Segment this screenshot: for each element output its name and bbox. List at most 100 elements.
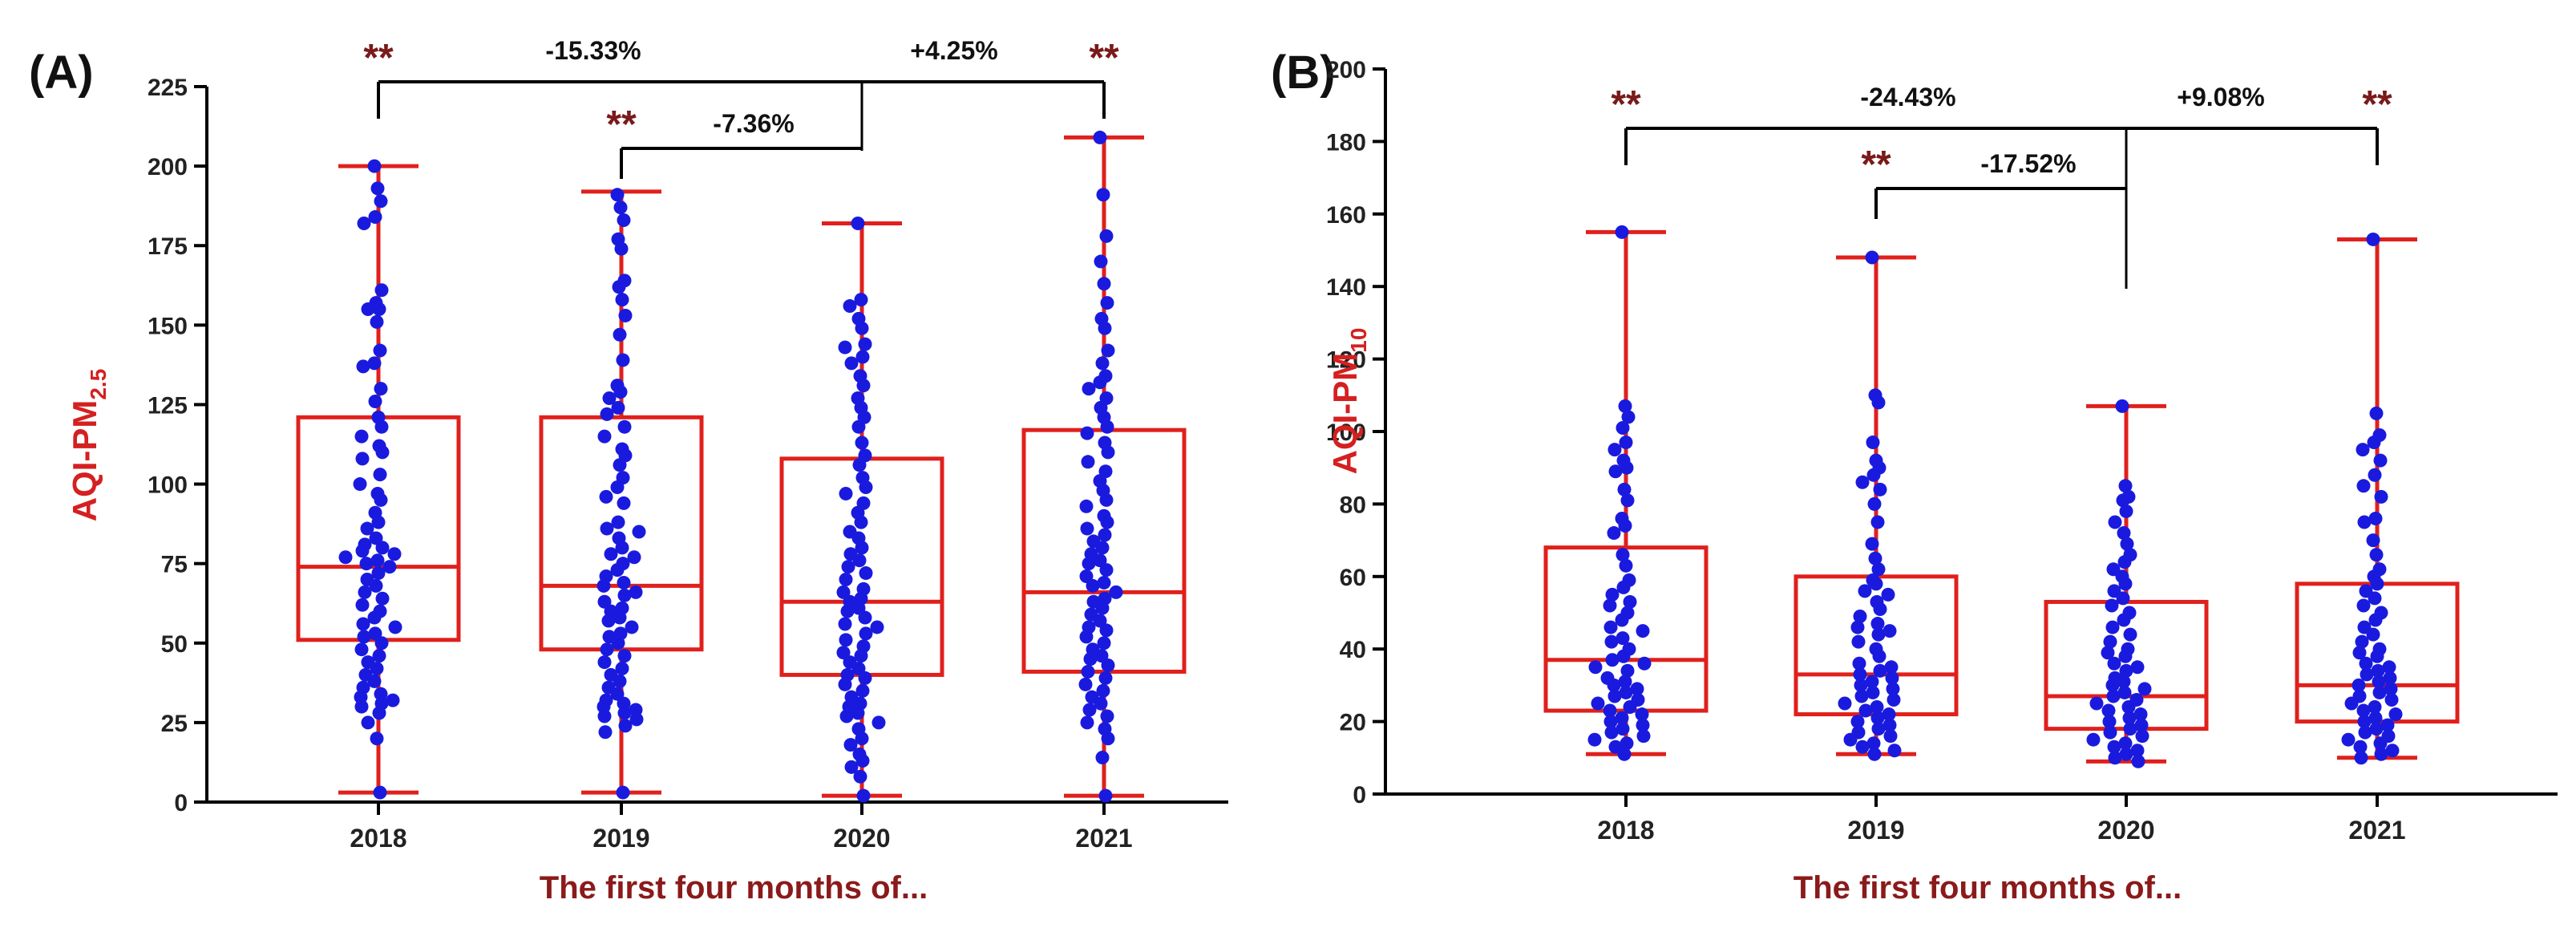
- data-point: [613, 327, 627, 342]
- data-point: [618, 308, 633, 322]
- data-point: [2118, 736, 2133, 751]
- percent-change-label: -7.36%: [713, 109, 794, 138]
- y-axis-label-sub: 10: [1346, 328, 1371, 353]
- data-point: [2134, 718, 2149, 732]
- data-point: [1605, 587, 1620, 602]
- data-point: [1881, 587, 1895, 602]
- data-point: [2105, 598, 2119, 613]
- data-point: [372, 706, 386, 720]
- data-point: [361, 715, 375, 730]
- data-point: [1871, 627, 1886, 642]
- data-point: [2117, 555, 2132, 569]
- significance-stars: **: [2362, 83, 2392, 126]
- data-point: [602, 391, 617, 406]
- data-point: [836, 646, 851, 660]
- data-point: [2366, 533, 2380, 548]
- data-point: [859, 480, 873, 495]
- data-point: [1607, 678, 1621, 692]
- data-point: [1637, 656, 1652, 671]
- data-point: [375, 591, 390, 606]
- data-point: [2107, 740, 2121, 754]
- data-point: [1082, 703, 1097, 717]
- data-point: [1616, 631, 1630, 646]
- box-iqr: [539, 415, 704, 652]
- data-point: [1080, 426, 1094, 440]
- x-tick-label: 2020: [833, 824, 890, 853]
- data-point: [840, 604, 855, 618]
- data-point: [2116, 591, 2130, 606]
- data-point: [2123, 722, 2137, 736]
- data-point: [859, 626, 873, 641]
- data-point: [1854, 689, 1869, 703]
- data-point: [838, 617, 852, 631]
- data-point: [596, 578, 611, 593]
- data-point: [612, 280, 626, 294]
- y-tick-label: 20: [1340, 710, 1366, 736]
- data-point: [1101, 731, 1115, 746]
- data-point: [600, 642, 614, 657]
- data-point: [2384, 682, 2398, 696]
- data-point: [839, 486, 853, 500]
- data-point: [2358, 725, 2372, 740]
- data-point: [1854, 678, 1868, 692]
- data-point: [1607, 443, 1622, 457]
- points-2021: [2341, 232, 2403, 765]
- data-point: [1866, 436, 1880, 450]
- data-point: [2101, 703, 2116, 718]
- data-point: [2119, 504, 2133, 518]
- data-point: [1882, 624, 1897, 638]
- data-point: [1873, 663, 1887, 678]
- data-point: [843, 738, 858, 752]
- data-point: [859, 566, 873, 581]
- data-point: [629, 712, 644, 727]
- data-point: [2373, 736, 2388, 751]
- y-tick-label: 200: [1326, 57, 1366, 83]
- data-point: [836, 585, 851, 599]
- data-point: [1850, 715, 1865, 729]
- data-point: [374, 283, 389, 298]
- data-point: [1098, 671, 1113, 685]
- data-point: [1619, 685, 1633, 699]
- data-point: [617, 496, 631, 510]
- data-point: [371, 566, 386, 581]
- data-point: [2356, 598, 2371, 613]
- data-point: [2370, 577, 2384, 591]
- data-point: [1636, 729, 1651, 744]
- data-point: [597, 594, 612, 609]
- data-point: [2374, 747, 2388, 761]
- data-point: [1855, 740, 1870, 754]
- percent-change-label: +4.25%: [910, 36, 997, 65]
- data-point: [2118, 479, 2133, 493]
- x-axis-label: The first four months of...: [1793, 870, 2182, 906]
- data-point: [2388, 707, 2403, 722]
- data-point: [1850, 620, 1865, 634]
- data-point: [1619, 558, 1633, 573]
- data-point: [2366, 627, 2380, 642]
- points-2018: [1587, 225, 1652, 761]
- data-point: [1619, 436, 1633, 450]
- significance-annotations: ** ** ** -24.43% -17.52% +9.08%: [1611, 83, 2392, 289]
- data-point: [629, 585, 643, 599]
- data-point: [2130, 660, 2145, 675]
- data-point: [1082, 557, 1096, 571]
- data-point: [2119, 747, 2133, 761]
- data-point: [386, 693, 400, 707]
- data-point: [2356, 443, 2370, 457]
- data-point: [839, 709, 854, 723]
- data-point: [367, 356, 382, 371]
- percent-change-label: -15.33%: [545, 36, 641, 65]
- data-point: [1607, 689, 1622, 703]
- y-tick-label: 100: [1326, 419, 1366, 446]
- data-point: [855, 541, 869, 555]
- y-axis-label-sub: 2.5: [86, 369, 111, 400]
- data-point: [1097, 277, 1111, 291]
- data-point: [2356, 479, 2371, 493]
- data-point: [597, 429, 612, 444]
- data-point: [855, 753, 870, 768]
- data-point: [1098, 788, 1113, 803]
- data-point: [2119, 663, 2133, 678]
- data-point: [370, 731, 384, 746]
- data-point: [1871, 395, 1886, 410]
- data-point: [2368, 711, 2383, 725]
- data-point: [2368, 511, 2383, 525]
